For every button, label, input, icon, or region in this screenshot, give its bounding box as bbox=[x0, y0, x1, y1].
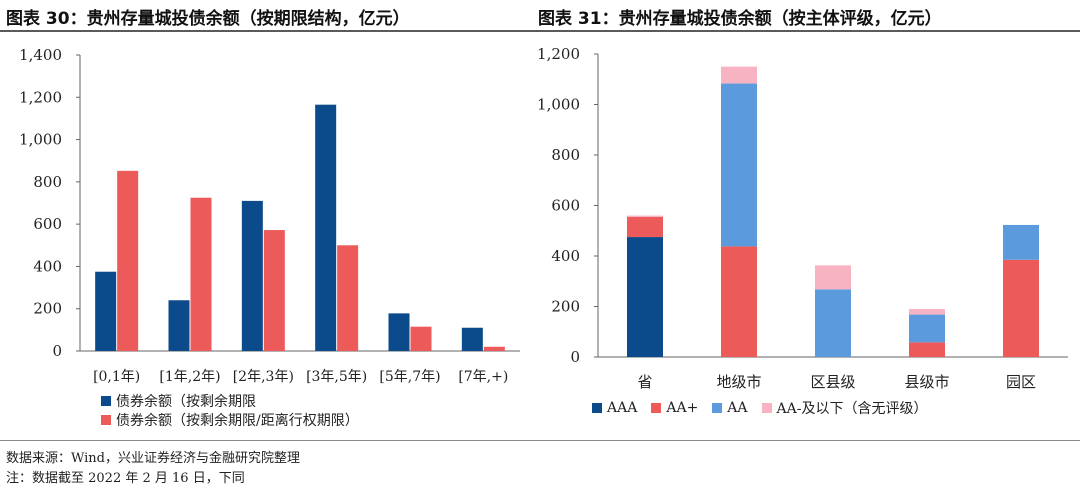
y-tick-label: 400 bbox=[551, 247, 580, 265]
segment-aa-minus bbox=[815, 265, 851, 290]
left-legend-label-2: 债券余额（按剩余期限/距离行权期限） bbox=[116, 413, 359, 429]
segment-aa bbox=[1003, 224, 1039, 260]
bar-remaining-term bbox=[461, 327, 483, 351]
segment-aa-plus bbox=[1003, 259, 1039, 357]
x-tick-label: 县级市 bbox=[904, 373, 949, 391]
y-tick-label: 1,200 bbox=[19, 88, 62, 106]
x-tick-label: 区县级 bbox=[810, 373, 855, 391]
y-tick-label: 0 bbox=[570, 348, 580, 366]
segment-aaa bbox=[627, 237, 663, 357]
segment-aa bbox=[721, 83, 757, 247]
legend-swatch-red bbox=[101, 415, 111, 425]
source-note: 数据来源：Wind，兴业证券经济与金融研究院整理 bbox=[6, 451, 300, 466]
bar-exercise-term bbox=[190, 197, 212, 351]
right-legend-label-1: AAA bbox=[607, 400, 638, 416]
bar-exercise-term bbox=[337, 245, 359, 351]
x-tick-label: [2年,3年) bbox=[233, 369, 294, 385]
x-tick-label: [1年,2年) bbox=[159, 369, 220, 385]
right-chart-title: 图表 31：贵州存量城投债余额（按主体评级，亿元） bbox=[538, 9, 942, 29]
legend-swatch-pink bbox=[761, 403, 772, 413]
bar-remaining-term bbox=[168, 300, 190, 351]
segment-aa-minus bbox=[627, 215, 663, 217]
segment-aa bbox=[815, 289, 851, 357]
y-tick-label: 200 bbox=[551, 298, 580, 316]
left-legend-item-1: 债券余额（按剩余期限 bbox=[101, 391, 256, 411]
legend-swatch-red bbox=[651, 403, 662, 413]
left-legend-item-2: 债券余额（按剩余期限/距离行权期限） bbox=[101, 410, 359, 430]
bar-exercise-term bbox=[117, 170, 139, 351]
x-tick-label: 地级市 bbox=[716, 373, 761, 391]
legend-swatch-navy bbox=[592, 403, 602, 413]
segment-aa bbox=[909, 314, 945, 343]
y-tick-label: 600 bbox=[33, 215, 62, 233]
x-tick-label: [5年,7年) bbox=[379, 369, 440, 385]
y-tick-label: 1,400 bbox=[19, 46, 62, 64]
right-legend-label-2: AA+ bbox=[666, 400, 699, 416]
x-tick-label: [7年,+) bbox=[458, 369, 508, 385]
bar-remaining-term bbox=[388, 313, 410, 351]
segment-aa-plus bbox=[627, 216, 663, 238]
y-tick-label: 1,000 bbox=[537, 96, 580, 114]
bar-remaining-term bbox=[241, 200, 263, 351]
left-legend-label-1: 债券余额（按剩余期限 bbox=[116, 394, 256, 410]
right-legend-label-4: AA-及以下（含无评级） bbox=[776, 401, 928, 417]
right-legend: AAA AA+ AA AA-及以下（含无评级） bbox=[592, 398, 927, 418]
x-tick-label: [0,1年) bbox=[93, 369, 140, 385]
y-tick-label: 1,200 bbox=[537, 45, 580, 63]
segment-aa-minus bbox=[909, 309, 945, 315]
legend-swatch-navy bbox=[101, 396, 111, 406]
y-tick-label: 400 bbox=[33, 257, 62, 275]
footer-divider bbox=[0, 440, 1080, 441]
y-tick-label: 1,000 bbox=[19, 131, 62, 149]
y-tick-label: 800 bbox=[551, 146, 580, 164]
y-tick-label: 800 bbox=[33, 173, 62, 191]
x-tick-label: 园区 bbox=[1006, 373, 1036, 391]
segment-aa-plus bbox=[721, 246, 757, 357]
title-underline bbox=[0, 30, 1080, 32]
y-tick-label: 600 bbox=[551, 197, 580, 215]
bar-exercise-term bbox=[263, 230, 285, 351]
left-chart-title: 图表 30：贵州存量城投债余额（按期限结构，亿元） bbox=[6, 9, 410, 29]
bar-exercise-term bbox=[410, 326, 432, 351]
x-tick-label: 省 bbox=[637, 373, 652, 391]
segment-aa-minus bbox=[721, 66, 757, 84]
x-tick-label: [3年,5年) bbox=[306, 369, 367, 385]
y-tick-label: 200 bbox=[33, 300, 62, 318]
right-legend-label-3: AA bbox=[727, 400, 748, 416]
y-tick-label: 0 bbox=[52, 342, 62, 360]
segment-aa-plus bbox=[909, 342, 945, 357]
date-note: 注：数据截至 2022 年 2 月 16 日，下同 bbox=[6, 471, 245, 486]
legend-swatch-lightblue bbox=[712, 403, 723, 413]
bar-remaining-term bbox=[315, 104, 337, 351]
bar-exercise-term bbox=[483, 346, 505, 351]
bar-remaining-term bbox=[95, 271, 117, 351]
